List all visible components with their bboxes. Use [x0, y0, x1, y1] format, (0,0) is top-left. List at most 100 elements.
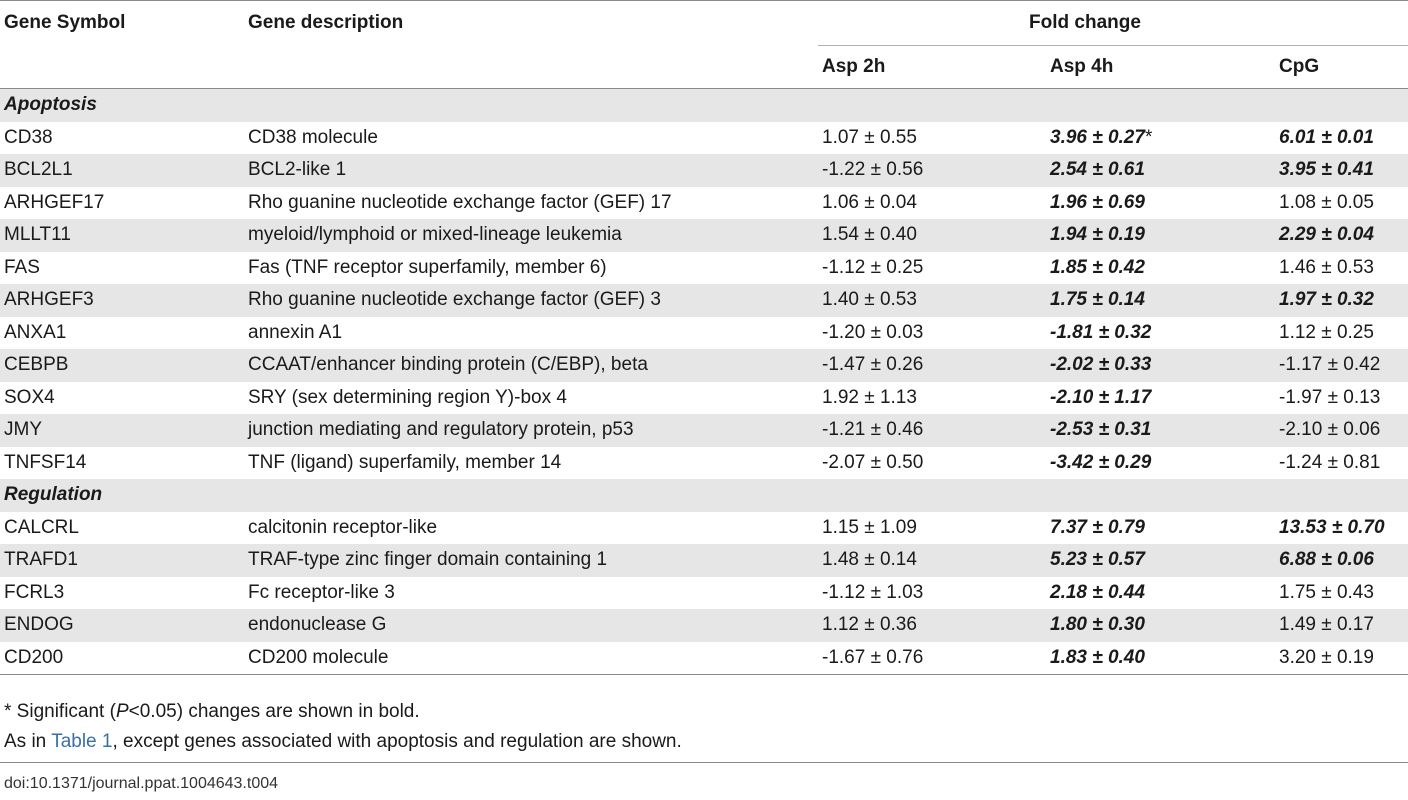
cpg-cell-value: 1.49 ± 0.17 [1279, 614, 1374, 636]
gene-description-cell-value: TNF (ligand) superfamily, member 14 [248, 451, 562, 473]
gene-symbol-cell: JMY [0, 414, 244, 447]
gene-symbol-cell: FAS [0, 252, 244, 285]
asp-2h-cell: 1.12 ± 0.36 [818, 609, 1046, 642]
asp-4h-cell: -2.53 ± 0.31 [1046, 414, 1275, 447]
asp-2h-cell-value: -1.67 ± 0.76 [822, 646, 924, 668]
cpg-cell: 1.75 ± 0.43 [1275, 577, 1408, 610]
gene-symbol-cell: CEBPB [0, 349, 244, 382]
gene-symbol-cell-value: JMY [4, 419, 42, 441]
gene-description-cell-value: SRY (sex determining region Y)-box 4 [248, 386, 567, 408]
gene-description-cell-value: Fc receptor-like 3 [248, 581, 395, 603]
gene-symbol-cell: BCL2L1 [0, 154, 244, 187]
table-row: SOX4 SRY (sex determining region Y)-box 4… [0, 382, 1408, 415]
asp-4h-cell-value: -2.02 ± 0.33 [1050, 354, 1152, 376]
header-asp-2h: Asp 2h [818, 45, 1046, 89]
cpg-cell-value: 6.88 ± 0.06 [1279, 549, 1374, 571]
gene-symbol-cell-value: FAS [4, 256, 40, 278]
gene-description-cell: CD200 molecule [244, 641, 818, 675]
cpg-cell-value: -1.97 ± 0.13 [1279, 386, 1381, 408]
gene-symbol-cell-value: TRAFD1 [4, 549, 78, 571]
cpg-cell-value: 1.08 ± 0.05 [1279, 191, 1374, 213]
table-1-link[interactable]: Table 1 [51, 731, 113, 752]
asp-4h-cell-value: 1.96 ± 0.69 [1050, 191, 1145, 213]
gene-symbol-cell-value: FCRL3 [4, 581, 65, 603]
asp-2h-cell-value: -1.12 ± 1.03 [822, 581, 924, 603]
header-cpg: CpG [1275, 45, 1408, 89]
cpg-cell: 1.49 ± 0.17 [1275, 609, 1408, 642]
asp-4h-cell: 1.96 ± 0.69 [1046, 187, 1275, 220]
gene-description-cell: SRY (sex determining region Y)-box 4 [244, 382, 818, 415]
asp-4h-cell-value: 2.54 ± 0.61 [1050, 159, 1145, 181]
asp-4h-cell: 7.37 ± 0.79 [1046, 512, 1275, 545]
cpg-cell: -2.10 ± 0.06 [1275, 414, 1408, 447]
section-row: Regulation [0, 479, 1408, 512]
asp-2h-cell-value: -2.07 ± 0.50 [822, 451, 924, 473]
gene-symbol-cell-value: CEBPB [4, 354, 69, 376]
asp-4h-cell-value: 5.23 ± 0.57 [1050, 549, 1145, 571]
asp-2h-cell-value: 1.12 ± 0.36 [822, 614, 917, 636]
table-row: CALCRL calcitonin receptor-like 1.15 ± 1.0… [0, 512, 1408, 545]
asp-4h-cell: -3.42 ± 0.29 [1046, 447, 1275, 480]
significance-note: * Significant (P<0.05) changes are shown… [4, 697, 682, 727]
asp-2h-cell: 1.48 ± 0.14 [818, 544, 1046, 577]
doi-line: doi:10.1371/journal.ppat.1004643.t004 [0, 762, 1408, 793]
gene-description-cell: BCL2-like 1 [244, 154, 818, 187]
asp-4h-cell-value: 3.96 ± 0.27 [1050, 126, 1145, 148]
cpg-cell: -1.17 ± 0.42 [1275, 349, 1408, 382]
gene-symbol-cell-value: ARHGEF3 [4, 289, 94, 311]
asp-4h-cell: -2.10 ± 1.17 [1046, 382, 1275, 415]
cpg-cell-value: 1.75 ± 0.43 [1279, 581, 1374, 603]
header-fold-change: Fold change [818, 0, 1408, 46]
gene-description-cell: TNF (ligand) superfamily, member 14 [244, 447, 818, 480]
asp-2h-cell: 1.15 ± 1.09 [818, 512, 1046, 545]
asp-2h-cell: 1.92 ± 1.13 [818, 382, 1046, 415]
asp-4h-cell: 1.80 ± 0.30 [1046, 609, 1275, 642]
gene-symbol-cell: FCRL3 [0, 577, 244, 610]
asp-4h-cell-value: -3.42 ± 0.29 [1050, 451, 1152, 473]
gene-symbol-cell-value: ENDOG [4, 614, 74, 636]
gene-symbol-cell-value: CALCRL [4, 516, 79, 538]
gene-description-cell: CD38 molecule [244, 122, 818, 155]
cpg-cell-value: -1.17 ± 0.42 [1279, 354, 1381, 376]
table-row: TNFSF14 TNF (ligand) superfamily, member … [0, 447, 1408, 480]
cpg-cell: 1.08 ± 0.05 [1275, 187, 1408, 220]
gene-symbol-cell: SOX4 [0, 382, 244, 415]
significance-prefix: * Significant ( [4, 701, 116, 722]
asp-4h-cell: 1.75 ± 0.14 [1046, 284, 1275, 317]
gene-symbol-cell: TNFSF14 [0, 447, 244, 480]
asp-2h-cell-value: -1.20 ± 0.03 [822, 321, 924, 343]
asp-2h-cell: -1.22 ± 0.56 [818, 154, 1046, 187]
gene-description-cell-value: TRAF-type zinc finger domain containing … [248, 549, 608, 571]
asp-2h-cell: 1.06 ± 0.04 [818, 187, 1046, 220]
gene-description-cell: CCAAT/enhancer binding protein (C/EBP), … [244, 349, 818, 382]
section-title: Apoptosis [0, 88, 1408, 122]
gene-description-cell: endonuclease G [244, 609, 818, 642]
table-body: Apoptosis CD38 CD38 molecule 1.07 ± 0.55 3.9… [0, 88, 1408, 675]
header-gene-symbol: Gene Symbol [0, 0, 244, 46]
cpg-cell: 3.95 ± 0.41 [1275, 154, 1408, 187]
significance-suffix: <0.05) changes are shown in bold. [128, 701, 420, 722]
asp-2h-cell: -1.12 ± 0.25 [818, 252, 1046, 285]
significance-marker: * [1144, 126, 1153, 148]
header-row-1: Gene Symbol Gene description Fold change [0, 0, 1408, 46]
table-row: CD200 CD200 molecule -1.67 ± 0.76 1.83 ± 0.… [0, 641, 1408, 675]
gene-description-cell: Rho guanine nucleotide exchange factor (… [244, 187, 818, 220]
gene-description-cell-value: endonuclease G [248, 614, 387, 636]
asp-2h-cell-value: 1.54 ± 0.40 [822, 224, 917, 246]
gene-symbol-cell: MLLT11 [0, 219, 244, 252]
asp-2h-cell: -2.07 ± 0.50 [818, 447, 1046, 480]
gene-description-cell: Fas (TNF receptor superfamily, member 6) [244, 252, 818, 285]
gene-symbol-cell: CD38 [0, 122, 244, 155]
gene-description-cell-value: Fas (TNF receptor superfamily, member 6) [248, 256, 607, 278]
asp-4h-cell-value: -1.81 ± 0.32 [1050, 321, 1152, 343]
table-row: MLLT11 myeloid/lymphoid or mixed-lineage … [0, 219, 1408, 252]
asp-4h-cell-value: 1.80 ± 0.30 [1050, 614, 1145, 636]
cpg-cell: 6.01 ± 0.01 [1275, 122, 1408, 155]
asp-2h-cell: -1.47 ± 0.26 [818, 349, 1046, 382]
asp-4h-cell: 5.23 ± 0.57 [1046, 544, 1275, 577]
gene-symbol-cell-value: CD38 [4, 126, 53, 148]
gene-symbol-cell: CALCRL [0, 512, 244, 545]
asp-2h-cell: -1.20 ± 0.03 [818, 317, 1046, 350]
gene-symbol-cell: ARHGEF17 [0, 187, 244, 220]
